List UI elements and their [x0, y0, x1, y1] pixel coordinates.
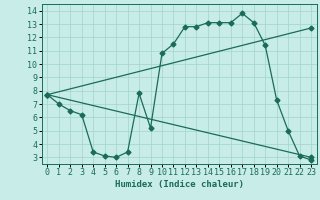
X-axis label: Humidex (Indice chaleur): Humidex (Indice chaleur): [115, 180, 244, 189]
